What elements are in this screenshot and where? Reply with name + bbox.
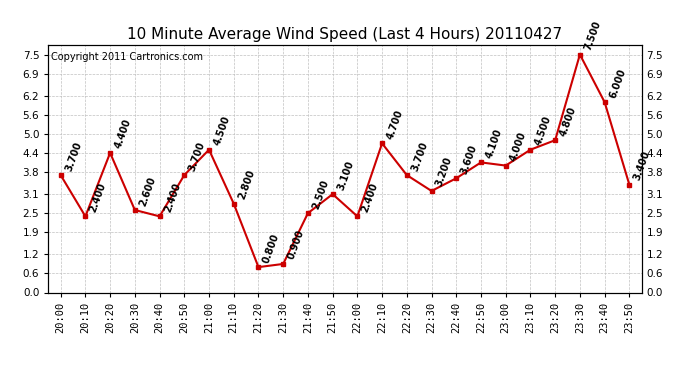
Text: Copyright 2011 Cartronics.com: Copyright 2011 Cartronics.com (51, 53, 204, 62)
Title: 10 Minute Average Wind Speed (Last 4 Hours) 20110427: 10 Minute Average Wind Speed (Last 4 Hou… (128, 27, 562, 42)
Text: 2.500: 2.500 (310, 178, 331, 210)
Text: 3.600: 3.600 (459, 143, 479, 176)
Text: 3.200: 3.200 (434, 156, 454, 188)
Text: 6.000: 6.000 (607, 67, 627, 99)
Text: 2.600: 2.600 (137, 175, 157, 207)
Text: 0.900: 0.900 (286, 229, 306, 261)
Text: 4.500: 4.500 (533, 115, 553, 147)
Text: 3.100: 3.100 (335, 159, 355, 191)
Text: 3.700: 3.700 (187, 140, 207, 172)
Text: 3.700: 3.700 (63, 140, 83, 172)
Text: 4.400: 4.400 (113, 118, 132, 150)
Text: 7.500: 7.500 (582, 20, 602, 52)
Text: 2.400: 2.400 (162, 181, 182, 214)
Text: 4.800: 4.800 (558, 105, 578, 137)
Text: 2.400: 2.400 (360, 181, 380, 214)
Text: 4.700: 4.700 (385, 108, 405, 141)
Text: 3.700: 3.700 (410, 140, 429, 172)
Text: 4.500: 4.500 (212, 115, 232, 147)
Text: 2.400: 2.400 (88, 181, 108, 214)
Text: 2.800: 2.800 (237, 168, 257, 201)
Text: 4.000: 4.000 (509, 130, 529, 163)
Text: 0.800: 0.800 (262, 232, 282, 264)
Text: 3.400: 3.400 (632, 150, 652, 182)
Text: 4.100: 4.100 (484, 127, 504, 160)
